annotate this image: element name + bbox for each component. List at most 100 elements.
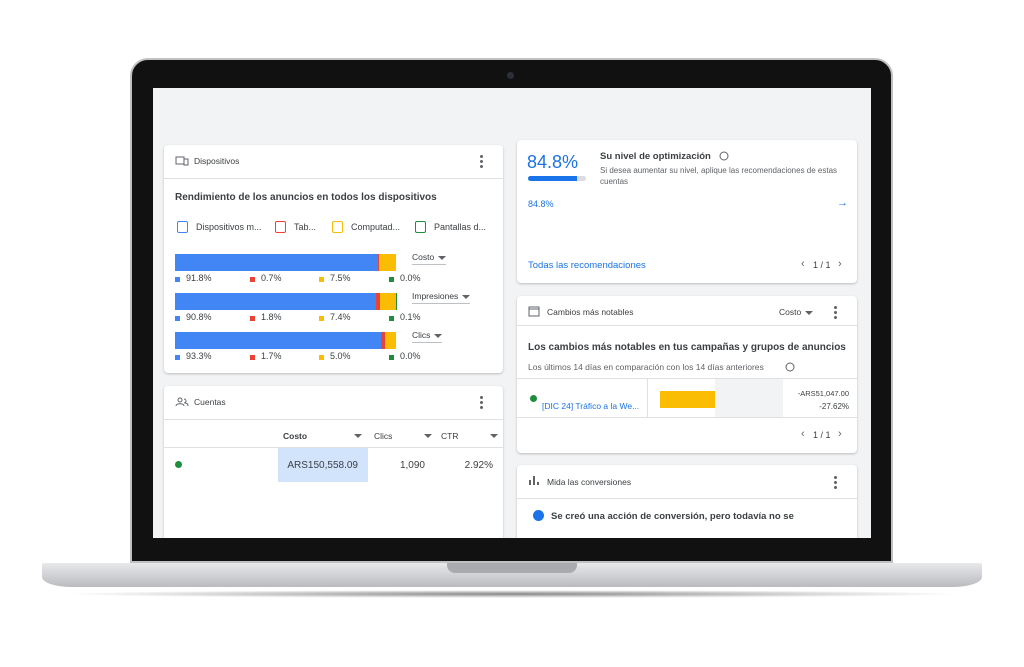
legend-swatch: [175, 277, 180, 282]
check-icon: [533, 510, 544, 521]
value-label: 90.8%: [186, 312, 212, 322]
change-bar: [660, 391, 715, 408]
value-label: 1.8%: [261, 312, 282, 322]
bar-segment: [175, 254, 378, 271]
subheading: Los últimos 14 días en comparación con l…: [528, 362, 764, 372]
pager: 1 / 1: [813, 430, 831, 440]
devices-icon: [175, 156, 189, 166]
status-dot: [530, 395, 537, 402]
score-track: [528, 176, 586, 181]
legend-swatch: [250, 316, 255, 321]
value-label: 1.7%: [261, 351, 282, 361]
divider: [517, 325, 857, 326]
bar-segment: [377, 254, 380, 271]
cell: 1,090: [399, 460, 425, 471]
campaign-link[interactable]: [DIC 24] Tráfico a la We...: [542, 401, 640, 411]
legend-swatch: [319, 277, 324, 282]
value-label: 0.1%: [400, 312, 421, 322]
value-label: 0.7%: [261, 273, 282, 283]
legend-icon: [332, 221, 343, 233]
sort-icon: [424, 434, 432, 438]
bar-segment: [375, 293, 380, 310]
metric-dropdown[interactable]: Impresiones: [412, 291, 471, 304]
dropdown-icon: [805, 310, 814, 315]
bar-segment: [381, 332, 385, 349]
legend-swatch: [319, 355, 324, 360]
dropdown-label: Costo: [779, 307, 802, 317]
devices-card: Dispositivos Rendimiento de los anuncios…: [164, 145, 503, 373]
help-icon[interactable]: [719, 151, 729, 161]
card-title: Dispositivos: [194, 156, 240, 166]
legend-icon: [415, 221, 426, 233]
dropdown-label: Clics: [412, 330, 431, 340]
card-title: Mida las conversiones: [547, 477, 632, 487]
value-label: 0.0%: [400, 351, 421, 361]
menu-button[interactable]: [834, 476, 837, 491]
dropdown[interactable]: Costo: [779, 307, 814, 317]
screen: Dispositivos Rendimiento de los anuncios…: [153, 88, 871, 538]
legend-swatch: [389, 277, 394, 282]
divider: [164, 178, 503, 179]
value-label: 7.5%: [330, 273, 351, 283]
column-header[interactable]: Costo: [283, 431, 308, 441]
legend-swatch: [175, 355, 180, 360]
optimization-card: 84.8% Su nivel de optimización Si desea …: [517, 140, 857, 283]
divider: [647, 379, 648, 417]
legend-icon: [275, 221, 286, 233]
accounts-card: Cuentas Costo Clics CTR ARS150,558.09 1,…: [164, 386, 503, 538]
legend-label: Tab...: [294, 222, 317, 232]
accounts-icon: [175, 397, 189, 407]
next-button[interactable]: ›: [838, 258, 842, 270]
bar-segment: [175, 332, 382, 349]
metric-dropdown[interactable]: Costo: [412, 252, 447, 265]
laptop-shadow: [60, 590, 964, 598]
sort-icon: [354, 434, 362, 438]
change-percent: -27.62%: [819, 402, 849, 411]
conversions-card: Mida las conversiones Se creó una acción…: [517, 465, 857, 538]
legend-label: Pantallas d...: [434, 222, 487, 232]
metric-dropdown[interactable]: Clics: [412, 330, 443, 343]
score: 84.8%: [527, 152, 579, 172]
menu-button[interactable]: [480, 155, 483, 170]
legend-swatch: [250, 277, 255, 282]
pager: 1 / 1: [813, 260, 831, 270]
dropdown-icon: [438, 255, 447, 260]
legend-swatch: [175, 316, 180, 321]
legend-label: Dispositivos m...: [196, 222, 262, 232]
value-label: 5.0%: [330, 351, 351, 361]
score-bar: [528, 176, 578, 181]
value-label: 91.8%: [186, 273, 212, 283]
card-heading: Los cambios más notables en tus campañas…: [528, 342, 846, 353]
conversion-text: Se creó una acción de conversión, pero t…: [551, 511, 794, 522]
divider: [517, 417, 857, 418]
change-value: -ARS51,047.00: [797, 389, 849, 398]
bar-segment: [175, 293, 376, 310]
conversions-icon: [529, 476, 539, 485]
menu-button[interactable]: [834, 306, 837, 321]
divider: [164, 419, 503, 420]
changes-card: Cambios más notables Costo Los cambios m…: [517, 296, 857, 453]
prev-button[interactable]: ‹: [801, 428, 805, 440]
dropdown-icon: [462, 294, 471, 299]
legend-swatch: [389, 355, 394, 360]
value-label: 93.3%: [186, 351, 212, 361]
help-icon[interactable]: [785, 362, 795, 372]
value-label: 0.0%: [400, 273, 421, 283]
dropdown-label: Impresiones: [412, 291, 459, 301]
value-label: 7.4%: [330, 312, 351, 322]
prev-button[interactable]: ‹: [801, 258, 805, 270]
laptop-notch: [447, 563, 577, 573]
column-header[interactable]: CTR: [441, 431, 459, 441]
cell: 2.92%: [464, 460, 493, 471]
next-button[interactable]: ›: [838, 428, 842, 440]
arrow-button[interactable]: →: [837, 197, 848, 209]
column-header[interactable]: Clics: [374, 431, 393, 441]
link[interactable]: Todas las recomendaciones: [528, 260, 646, 271]
menu-button[interactable]: [480, 396, 483, 411]
legend-swatch: [319, 316, 324, 321]
card-heading: Rendimiento de los anuncios en todos los…: [175, 192, 437, 203]
divider: [517, 378, 857, 379]
bar-segment: [379, 293, 396, 310]
legend-label: Computad...: [351, 222, 401, 232]
